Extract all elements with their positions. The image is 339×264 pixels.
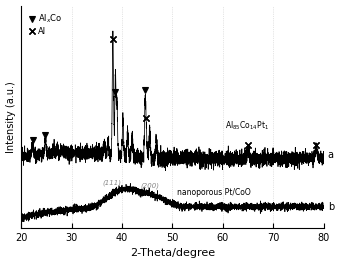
Y-axis label: Intensity (a.u.): Intensity (a.u.) [5, 81, 16, 153]
Text: a: a [328, 150, 334, 160]
Text: Al$_{85}$Co$_{14}$Pt$_1$: Al$_{85}$Co$_{14}$Pt$_1$ [225, 119, 270, 132]
Text: nanoporous Pt/CoO: nanoporous Pt/CoO [177, 188, 251, 197]
X-axis label: 2-Theta/degree: 2-Theta/degree [130, 248, 215, 258]
Text: (111): (111) [102, 180, 121, 186]
Text: b: b [328, 202, 334, 212]
Legend: Al$_x$Co, Al: Al$_x$Co, Al [28, 12, 63, 36]
Text: (200): (200) [140, 182, 159, 189]
